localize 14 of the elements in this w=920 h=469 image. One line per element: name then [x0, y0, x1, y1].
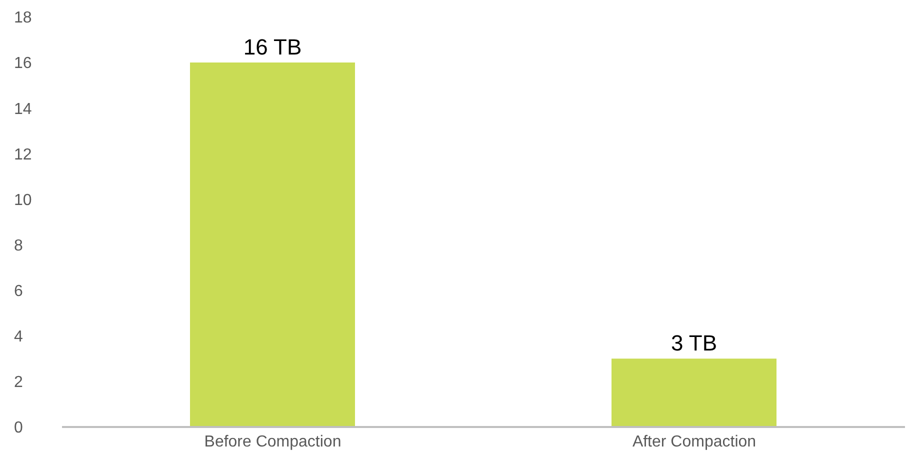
x-tick-label: Before Compaction — [204, 433, 342, 450]
x-tick-label: After Compaction — [632, 433, 756, 450]
y-tick-label: 0 — [14, 420, 23, 437]
y-tick-label: 6 — [14, 283, 23, 300]
y-tick-label: 2 — [14, 374, 23, 392]
y-tick-label: 4 — [14, 328, 23, 346]
y-tick-label: 8 — [14, 237, 23, 254]
y-tick-label: 14 — [14, 100, 32, 118]
data-label: 16 TB — [243, 34, 302, 60]
y-tick-label: 12 — [14, 146, 32, 164]
y-tick-label: 16 — [14, 55, 32, 72]
y-tick-label: 18 — [14, 10, 32, 27]
y-tick-label: 10 — [14, 192, 32, 209]
data-label: 3 TB — [670, 330, 718, 356]
